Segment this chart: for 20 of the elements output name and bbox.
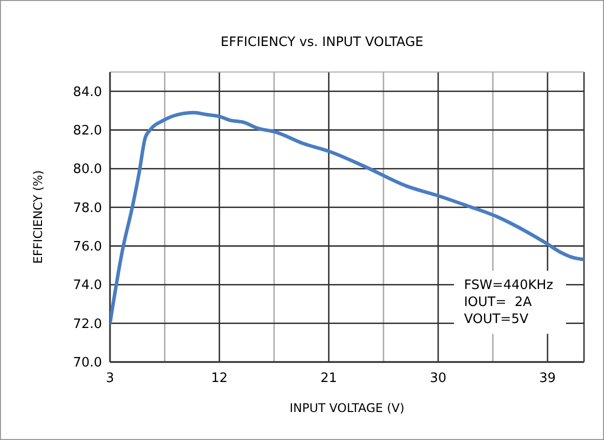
y-tick-label: 84.0	[73, 84, 102, 100]
chart-title: EFFICIENCY vs. INPUT VOLTAGE	[220, 35, 424, 50]
y-tick-label: 76.0	[73, 240, 102, 255]
annotation: IOUT= 2A	[464, 294, 532, 310]
x-axis-title: INPUT VOLTAGE (V)	[290, 401, 404, 415]
x-tick-label: 12	[211, 371, 228, 386]
x-tick-label: 30	[430, 371, 446, 386]
line-series	[110, 110, 584, 326]
y-tick-label: 70.0	[73, 356, 102, 371]
annotation: VOUT=5V	[464, 312, 528, 327]
x-tick-label: 3	[106, 371, 114, 386]
y-tick-label: 80.0	[73, 162, 102, 178]
annotation: FSW=440KHz	[464, 278, 554, 293]
y-tick-label: 74.0	[73, 278, 102, 294]
y-tick-label: 78.0	[73, 200, 102, 216]
y-axis-title: EFFICIENCY (%)	[31, 170, 45, 264]
y-tick-label: 72.0	[73, 316, 102, 332]
x-tick-label: 21	[320, 371, 338, 386]
x-tick-label: 39	[539, 371, 556, 386]
y-tick-label: 82.0	[73, 124, 102, 139]
